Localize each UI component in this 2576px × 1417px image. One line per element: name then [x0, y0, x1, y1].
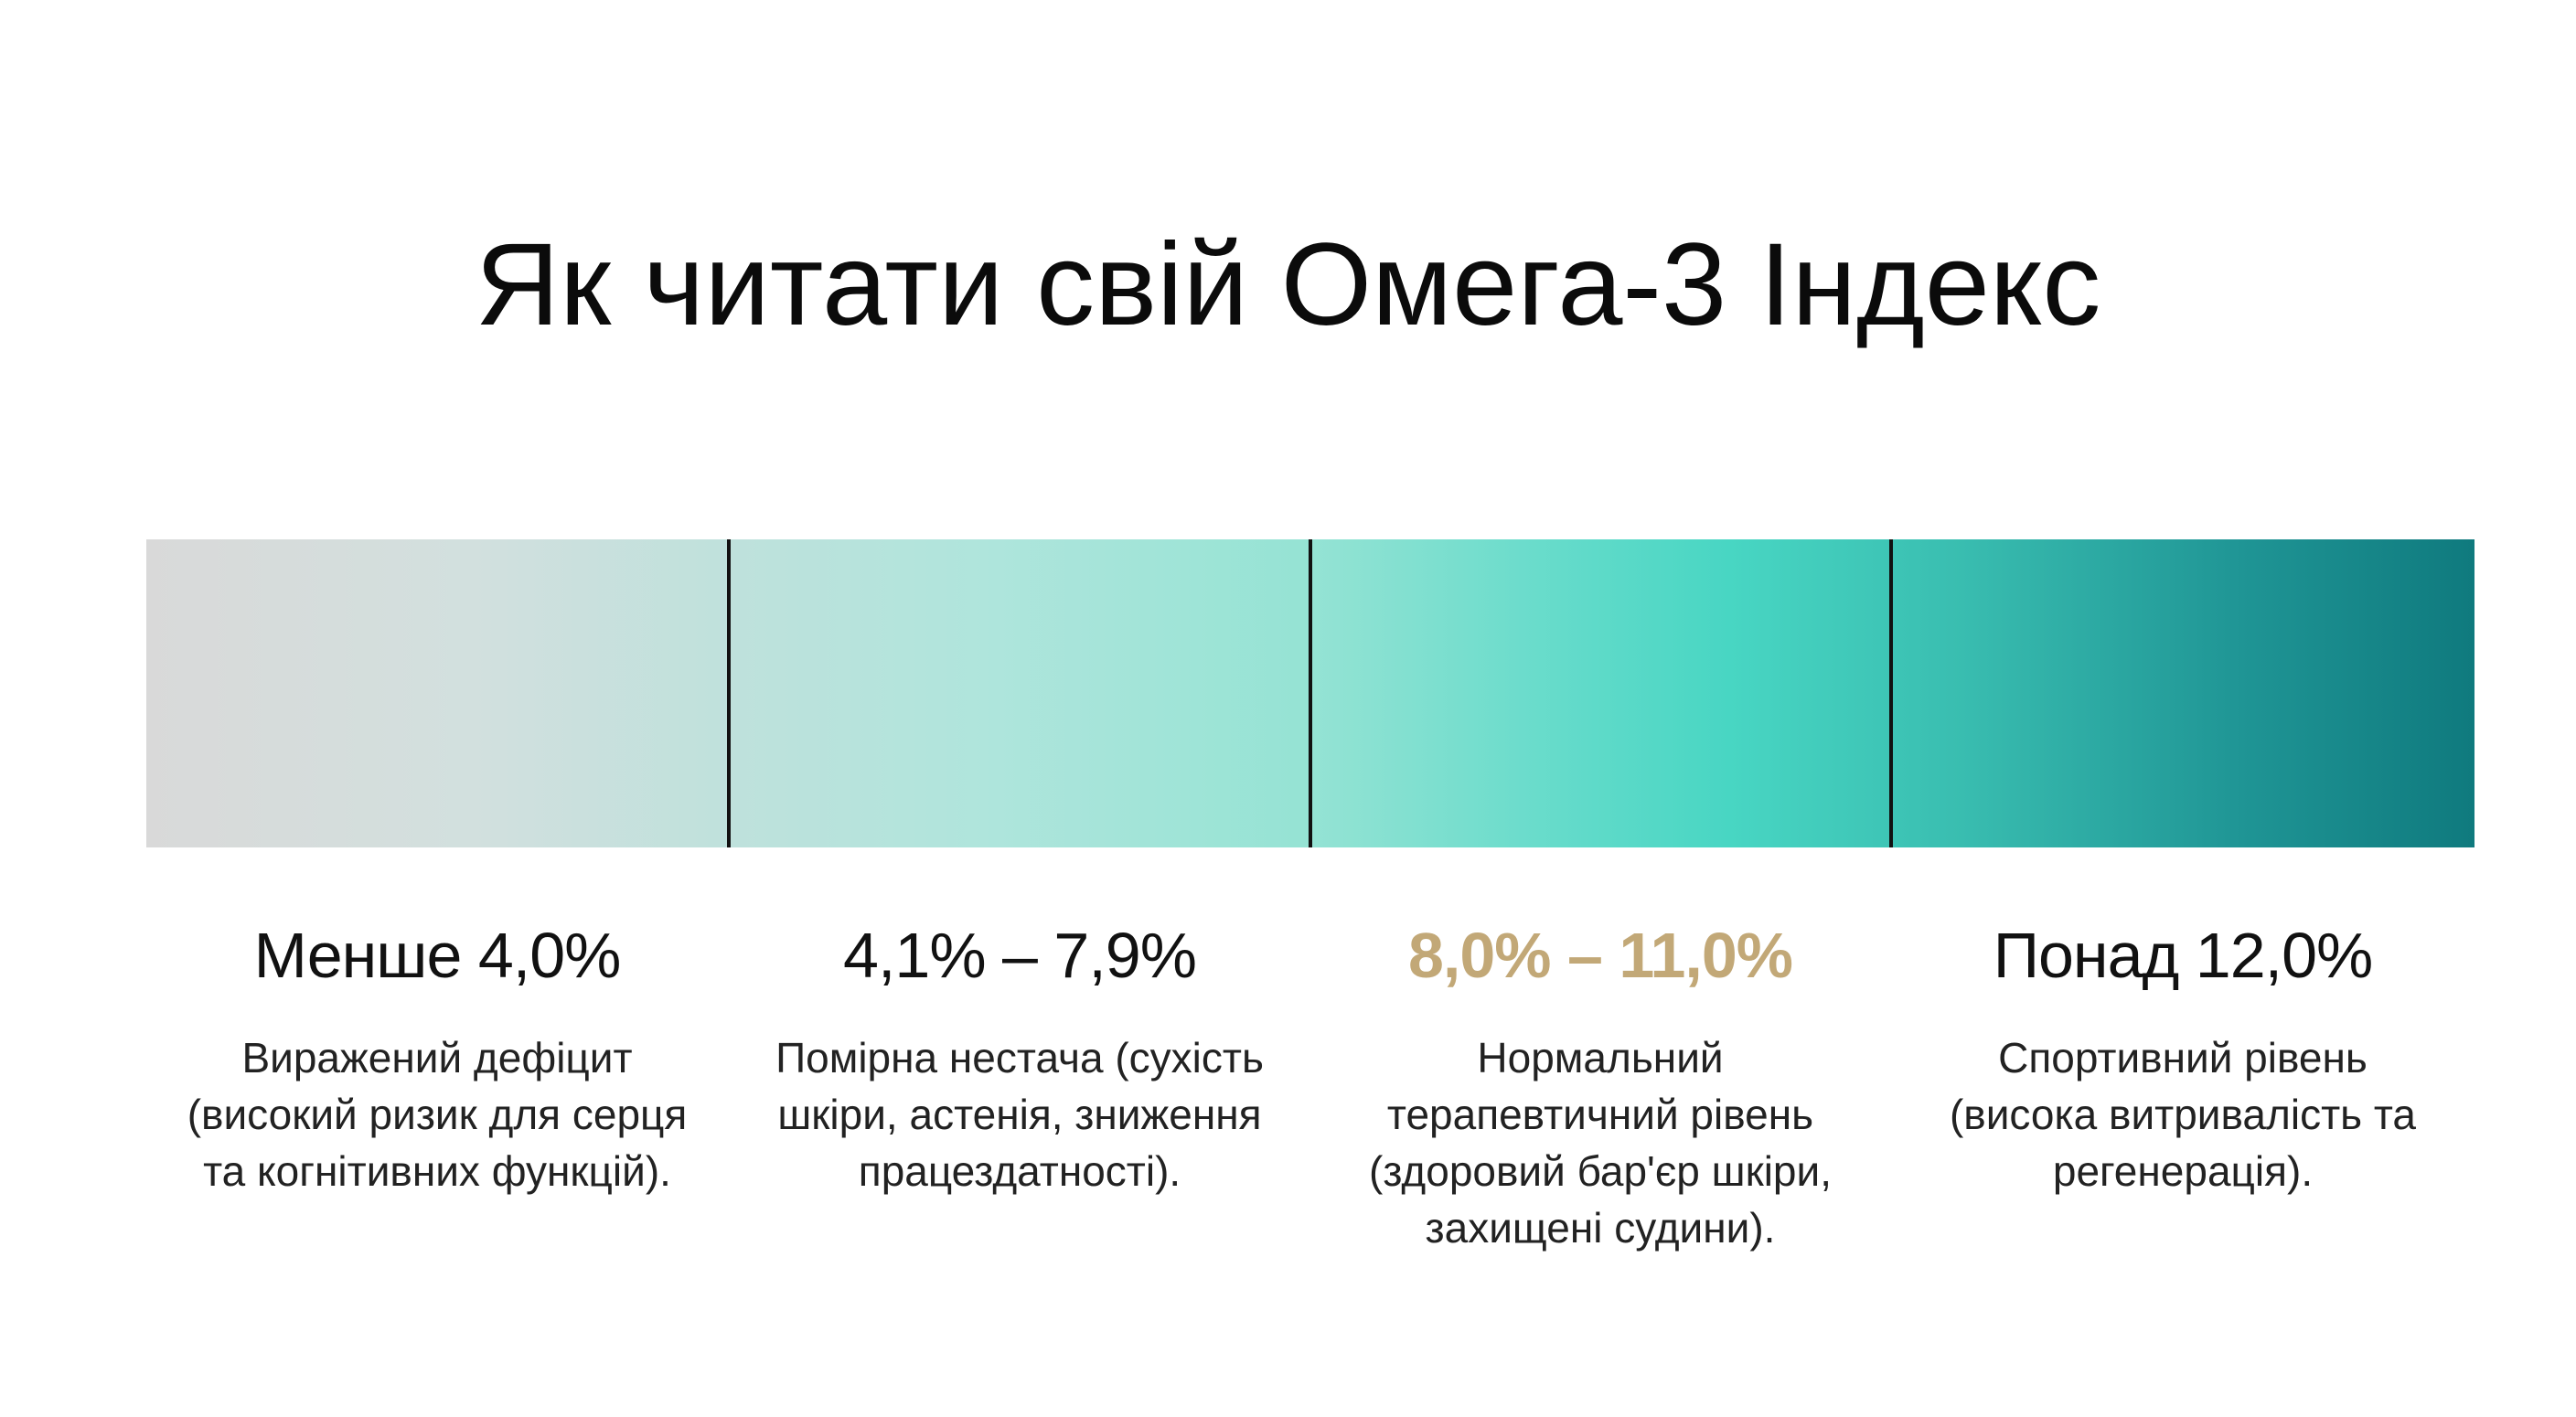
range-column-normal: 8,0% – 11,0% Нормальний терапевтичний рі…: [1317, 905, 1884, 1256]
range-description: Спортивний рівень (висока витривалість т…: [1949, 1034, 2417, 1195]
scale-divider-1: [727, 539, 731, 847]
range-label: Понад 12,0%: [1993, 920, 2374, 991]
scale-divider-3: [1889, 539, 1893, 847]
range-label-highlighted: 8,0% – 11,0%: [1408, 920, 1793, 991]
range-description: Нормальний терапевтичний рівень (здорови…: [1369, 1034, 1832, 1252]
scale-divider-2: [1309, 539, 1312, 847]
page-title: Як читати свій Омега-3 Індекс: [475, 219, 2101, 350]
range-description: Виражений дефіцит (високий ризик для сер…: [187, 1034, 688, 1195]
omega3-scale-bar: [146, 539, 2474, 847]
range-column-deficit: Менше 4,0% Виражений дефіцит (високий ри…: [154, 905, 721, 1199]
range-label: 4,1% – 7,9%: [843, 920, 1197, 991]
range-column-sport: Понад 12,0% Спортивний рівень (висока ви…: [1899, 905, 2466, 1199]
range-label: Менше 4,0%: [253, 920, 622, 991]
range-column-moderate: 4,1% – 7,9% Помірна нестача (сухість шкі…: [736, 905, 1303, 1199]
range-description: Помірна нестача (сухість шкіри, астенія,…: [775, 1034, 1264, 1195]
